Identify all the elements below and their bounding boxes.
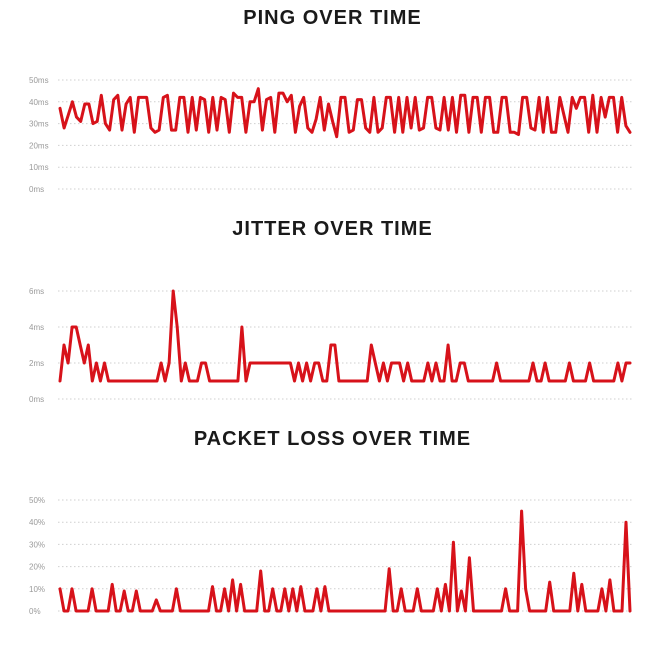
jitter-chart-title: JITTER OVER TIME bbox=[232, 218, 433, 240]
ping-ytick-label: 10ms bbox=[29, 163, 49, 172]
packet-loss-chart-svg: 0% 10% 20% 30% 40% 50% bbox=[29, 496, 632, 616]
packet-loss-ytick-label: 50% bbox=[29, 496, 45, 505]
packet-loss-ytick-label: 40% bbox=[29, 518, 45, 527]
jitter-ytick-label: 0ms bbox=[29, 395, 44, 404]
ping-ytick-label: 0ms bbox=[29, 185, 44, 194]
ping-ytick-label: 40ms bbox=[29, 98, 49, 107]
jitter-ytick-label: 2ms bbox=[29, 359, 44, 368]
packet-loss-series-line bbox=[58, 509, 632, 613]
ping-chart-svg: 0ms 10ms 20ms 30ms 40ms 50ms bbox=[29, 76, 632, 194]
ping-chart-title: PING OVER TIME bbox=[243, 7, 422, 29]
packet-loss-ytick-label: 0% bbox=[29, 607, 41, 616]
ping-ytick-label: 20ms bbox=[29, 141, 49, 150]
ping-series-line bbox=[58, 87, 632, 139]
ping-ytick-label: 30ms bbox=[29, 120, 49, 129]
packet-loss-ytick-label: 30% bbox=[29, 540, 45, 549]
ping-ytick-label: 50ms bbox=[29, 76, 49, 85]
packet-loss-ytick-label: 10% bbox=[29, 585, 45, 594]
jitter-ytick-label: 6ms bbox=[29, 287, 44, 296]
jitter-series-line bbox=[58, 289, 632, 383]
jitter-ytick-label: 4ms bbox=[29, 323, 44, 332]
packet-loss-ytick-label: 20% bbox=[29, 563, 45, 572]
jitter-chart-svg: 0ms 2ms 4ms 6ms bbox=[29, 287, 632, 404]
packet-loss-chart-title: PACKET LOSS OVER TIME bbox=[193, 428, 472, 450]
